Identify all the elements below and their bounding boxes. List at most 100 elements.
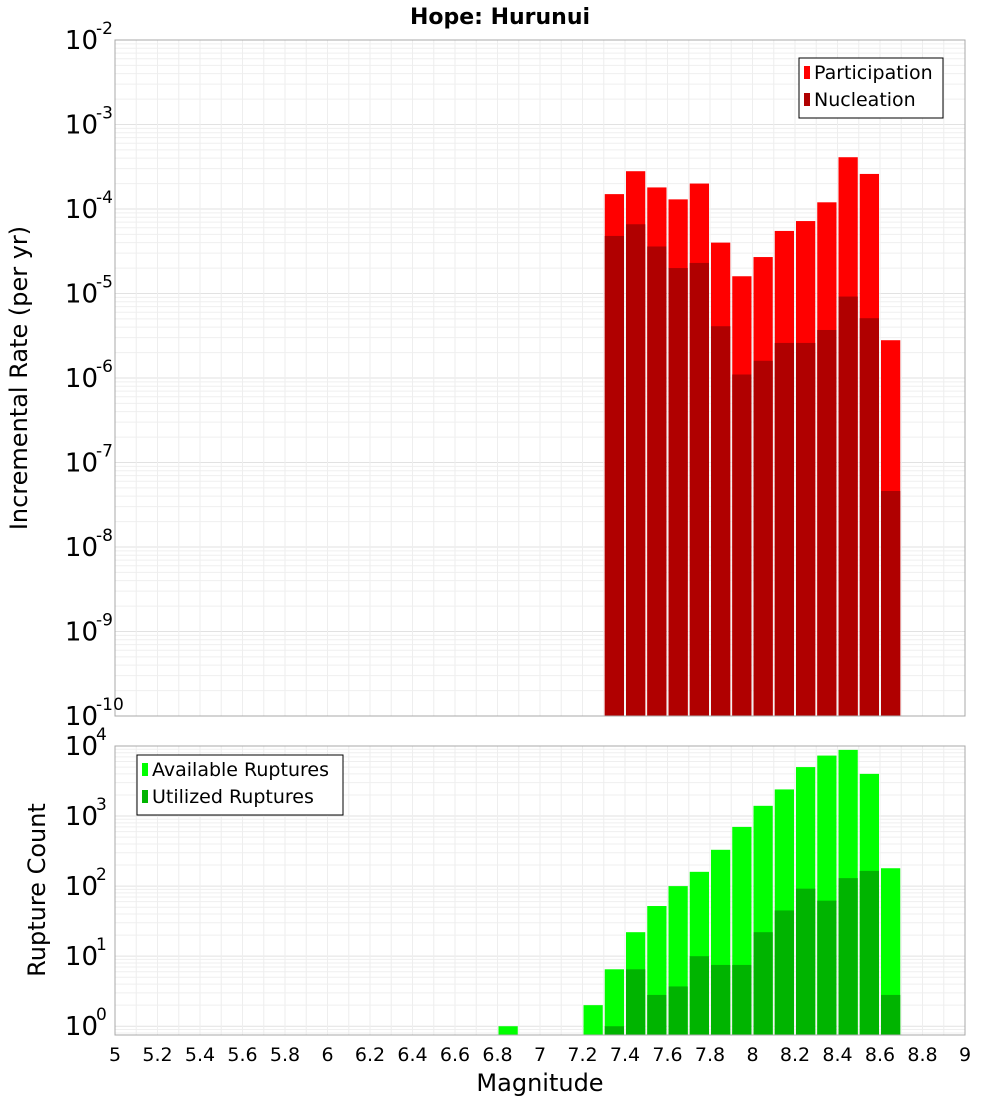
x-tick-label: 5	[109, 1044, 121, 1066]
rate-y-tick-base: 10	[65, 618, 98, 648]
rate-y-tick-label: 10-8	[65, 526, 113, 563]
rate-y-tick-exp: -3	[96, 104, 113, 124]
x-tick-label: 6	[321, 1044, 333, 1066]
count-y-tick-base: 10	[65, 802, 98, 832]
rate-y-tick-label: 10-9	[65, 611, 113, 648]
rate-legend-label: Participation	[814, 62, 933, 84]
count-bar	[498, 1026, 518, 1035]
count-y-tick-label: 101	[65, 935, 107, 972]
x-tick-label: 8.2	[780, 1044, 810, 1066]
rate-legend-box	[798, 57, 944, 119]
rate-y-tick-base: 10	[65, 111, 98, 141]
rate-bar	[859, 318, 879, 716]
count-legend-label: Available Ruptures	[152, 759, 329, 781]
x-tick-label: 6.4	[397, 1044, 427, 1066]
count-legend-swatch	[142, 763, 148, 776]
x-tick-label: 5.6	[227, 1044, 257, 1066]
count-bar	[859, 870, 879, 1035]
rate-bar	[668, 268, 688, 716]
count-bar	[604, 1026, 624, 1035]
count-bar	[796, 888, 816, 1035]
rate-series-2	[604, 224, 901, 716]
count-y-tick-base: 10	[65, 732, 98, 762]
count-bar	[881, 994, 901, 1035]
rate-y-tick-exp: -7	[96, 442, 113, 462]
rate-bar	[604, 235, 624, 716]
rate-bar	[626, 224, 646, 716]
rate-bar	[753, 360, 773, 716]
rate-y-tick-base: 10	[65, 364, 98, 394]
count-bar	[668, 986, 688, 1035]
rate-panel: 10-1010-910-810-710-610-510-410-310-2Par…	[65, 19, 966, 732]
count-legend: Available Ruptures Utilized Ruptures	[136, 754, 344, 816]
x-tick-label: 6.8	[482, 1044, 512, 1066]
rate-y-tick-exp: -2	[96, 19, 113, 39]
count-y-tick-exp: 0	[96, 1005, 107, 1025]
rate-y-tick-base: 10	[65, 449, 98, 479]
x-tick-label: 7.2	[567, 1044, 597, 1066]
x-tick-label: 8.4	[822, 1044, 852, 1066]
rate-legend-swatch	[804, 66, 810, 79]
rate-grid	[114, 39, 966, 717]
count-legend-swatch	[142, 790, 148, 803]
x-tick-label: 5.8	[270, 1044, 300, 1066]
rate-frame	[114, 39, 966, 717]
count-y-tick-base: 10	[65, 942, 98, 972]
count-y-tick-base: 10	[65, 872, 98, 902]
rate-y-tick-label: 10-6	[65, 357, 113, 394]
rate-bar	[689, 262, 709, 716]
x-tick-label: 8.8	[907, 1044, 937, 1066]
x-tick-label: 6.2	[355, 1044, 385, 1066]
rate-bar	[817, 329, 837, 716]
count-y-tick-label: 103	[65, 795, 107, 832]
rate-bar	[732, 374, 752, 716]
count-bar	[583, 1005, 603, 1035]
rate-y-tick-exp: -10	[96, 695, 124, 715]
rate-y-tick-exp: -8	[96, 526, 113, 546]
count-bar	[647, 994, 667, 1035]
count-bar	[626, 969, 646, 1035]
count-y-tick-label: 102	[65, 865, 107, 902]
rate-bar	[796, 342, 816, 716]
count-legend-label: Utilized Ruptures	[152, 786, 314, 808]
count-y-tick-label: 100	[65, 1005, 107, 1042]
x-tick-label: 7	[534, 1044, 546, 1066]
rate-y-tick-label: 10-3	[65, 104, 113, 141]
count-bar	[711, 964, 731, 1035]
rate-y-tick-label: 10-4	[65, 188, 113, 225]
rate-legend-swatch	[804, 93, 810, 106]
x-tick-label: 5.2	[142, 1044, 172, 1066]
chart-title: Hope: Hurunui	[410, 5, 590, 30]
x-tick-label: 7.6	[652, 1044, 682, 1066]
rate-y-tick-base: 10	[65, 195, 98, 225]
count-frame	[114, 745, 966, 1036]
rate-bar	[774, 342, 794, 716]
rate-y-tick-base: 10	[65, 533, 98, 563]
count-y-tick-exp: 2	[96, 865, 107, 885]
rate-y-tick-exp: -9	[96, 611, 113, 631]
rate-y-tick-base: 10	[65, 26, 98, 56]
count-bar	[689, 956, 709, 1035]
count-y-tick-exp: 4	[96, 725, 107, 745]
count-bar	[732, 964, 752, 1035]
rate-y-tick-exp: -4	[96, 188, 113, 208]
rate-bar	[838, 296, 858, 716]
x-tick-label: 6.6	[440, 1044, 470, 1066]
x-axis-label: Magnitude	[476, 1069, 603, 1097]
x-tick-label: 5.4	[185, 1044, 215, 1066]
count-bar	[774, 910, 794, 1035]
rate-legend-label: Nucleation	[814, 89, 916, 111]
count-bar	[817, 900, 837, 1035]
count-y-tick-exp: 1	[96, 935, 107, 955]
count-series-2	[604, 870, 901, 1035]
x-tick-label: 8.6	[865, 1044, 895, 1066]
count-bar	[881, 868, 901, 1035]
rate-bar	[881, 490, 901, 716]
count-y-tick-label: 104	[65, 725, 107, 762]
rate-y-tick-base: 10	[65, 280, 98, 310]
rate-bar	[711, 326, 731, 716]
rate-bar	[647, 246, 667, 716]
count-bar	[604, 969, 624, 1035]
count-y-tick-exp: 3	[96, 795, 107, 815]
